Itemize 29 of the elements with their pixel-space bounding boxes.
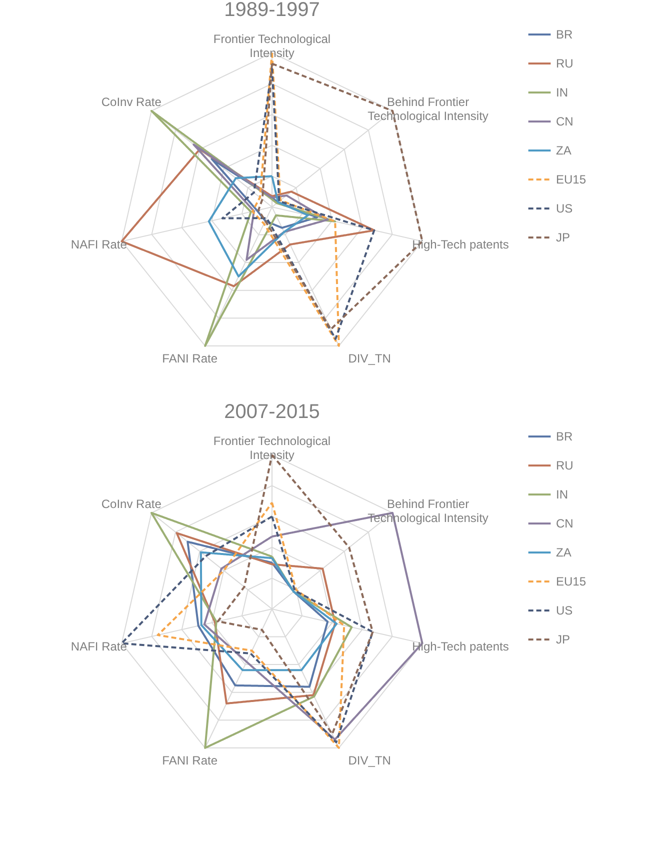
spoke-label: CoInv Rate [101, 497, 162, 512]
spoke-label: FANI Rate [162, 753, 218, 768]
spoke-label: Frontier Technological Intensity [213, 434, 331, 462]
legend-label: EU15 [556, 172, 586, 186]
legend-label: BR [556, 28, 574, 42]
legend-label: EU15 [556, 574, 586, 588]
legend-label: BR [556, 430, 574, 444]
spoke-label: DIV_TN [348, 753, 391, 768]
legend-label: RU [556, 56, 574, 70]
spoke-label: DIV_TN [348, 351, 391, 366]
legend-label: RU [556, 458, 574, 472]
legend-label: JP [556, 632, 570, 646]
legend-label: ZA [556, 144, 572, 158]
legend-label: US [556, 604, 573, 618]
spoke-label: Frontier Technological Intensity [213, 32, 331, 60]
legend-label: CN [556, 114, 574, 128]
spoke-label: FANI Rate [162, 351, 218, 366]
spoke-label: Behind Frontier Technological Intensity [368, 95, 488, 124]
chart-title: 2007-2015 [224, 401, 320, 423]
legend-label: US [556, 202, 573, 216]
legend-label: IN [556, 86, 568, 100]
chart-title: 1989-1997 [224, 0, 320, 21]
spoke-label: NAFI Rate [70, 639, 128, 654]
legend-label: IN [556, 488, 568, 502]
spoke-label: NAFI Rate [70, 237, 128, 252]
legend-label: JP [556, 230, 570, 244]
legend-label: ZA [556, 546, 572, 560]
legend-label: CN [556, 516, 574, 530]
spoke-label: CoInv Rate [101, 95, 162, 110]
